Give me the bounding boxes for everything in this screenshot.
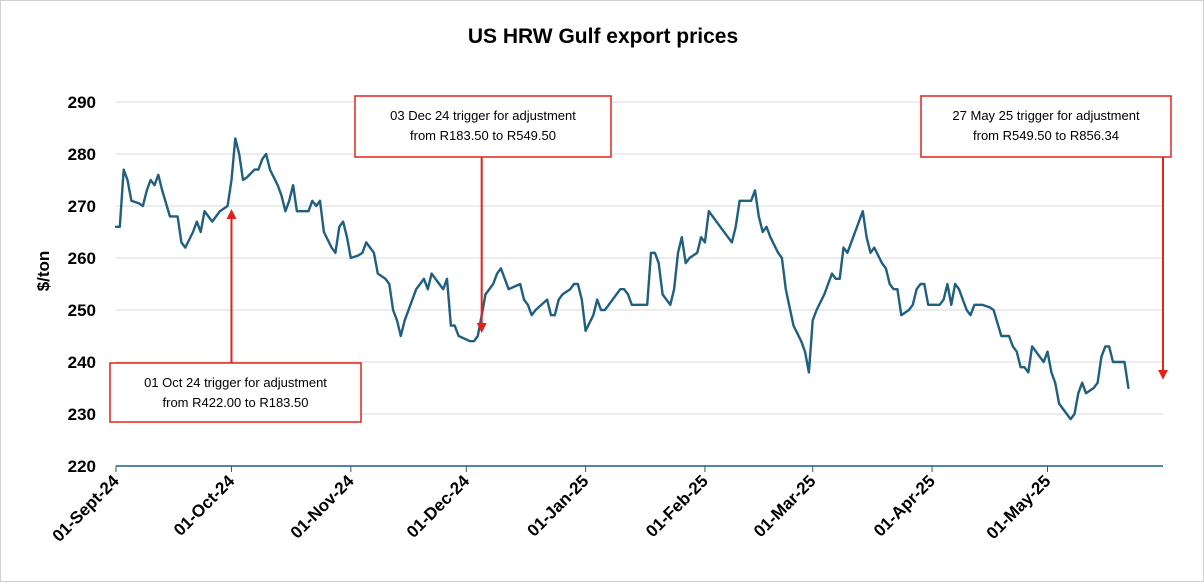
y-tick-label: 260 [68, 249, 96, 268]
y-tick-label: 280 [68, 145, 96, 164]
annotation-text: from R183.50 to R549.50 [410, 128, 556, 143]
chart-title: US HRW Gulf export prices [468, 25, 738, 48]
y-axis-label: $/ton [34, 251, 53, 292]
annotations: 01 Oct 24 trigger for adjustment from R42… [109, 95, 1172, 423]
x-tick-label: 01-Nov-24 [287, 471, 358, 542]
x-tick-label: 01-May-25 [983, 471, 1055, 543]
gridlines [116, 101, 1163, 415]
annotation-text: 01 Oct 24 trigger for adjustment [144, 375, 327, 390]
x-tick-label: 01-Jan-25 [524, 471, 593, 540]
y-tick-label: 240 [68, 353, 96, 372]
annotation-box [354, 95, 612, 158]
y-tick-label: 220 [68, 457, 96, 476]
annotation-text: 03 Dec 24 trigger for adjustment [390, 108, 576, 123]
series-layer [114, 137, 1130, 421]
annotation-text: 27 May 25 trigger for adjustment [952, 108, 1140, 123]
annotation-box [920, 95, 1172, 158]
annotation-1: 01 Oct 24 trigger for adjustment from R42… [109, 209, 362, 423]
y-tick-label: 270 [68, 197, 96, 216]
x-tick-label: 01-Sept-24 [49, 471, 124, 546]
annotation-box [109, 362, 362, 423]
y-tick-label: 250 [68, 301, 96, 320]
x-tick-label: 01-Apr-25 [870, 471, 939, 540]
y-tick-label: 230 [68, 405, 96, 424]
annotation-2: 03 Dec 24 trigger for adjustment from R18… [354, 95, 612, 333]
annotation-text: from R549.50 to R856.34 [973, 128, 1119, 143]
y-tick-label: 290 [68, 93, 96, 112]
price-series-line [114, 137, 1130, 421]
annotation-3: 27 May 25 trigger for adjustment from R54… [920, 95, 1172, 380]
annotation-text: from R422.00 to R183.50 [163, 395, 309, 410]
x-tick-label: 01-Dec-24 [403, 471, 474, 542]
x-tick-label: 01-Feb-25 [642, 471, 712, 541]
x-tick-label: 01-Mar-25 [750, 471, 820, 541]
x-tick-label: 01-Oct-24 [170, 471, 239, 540]
